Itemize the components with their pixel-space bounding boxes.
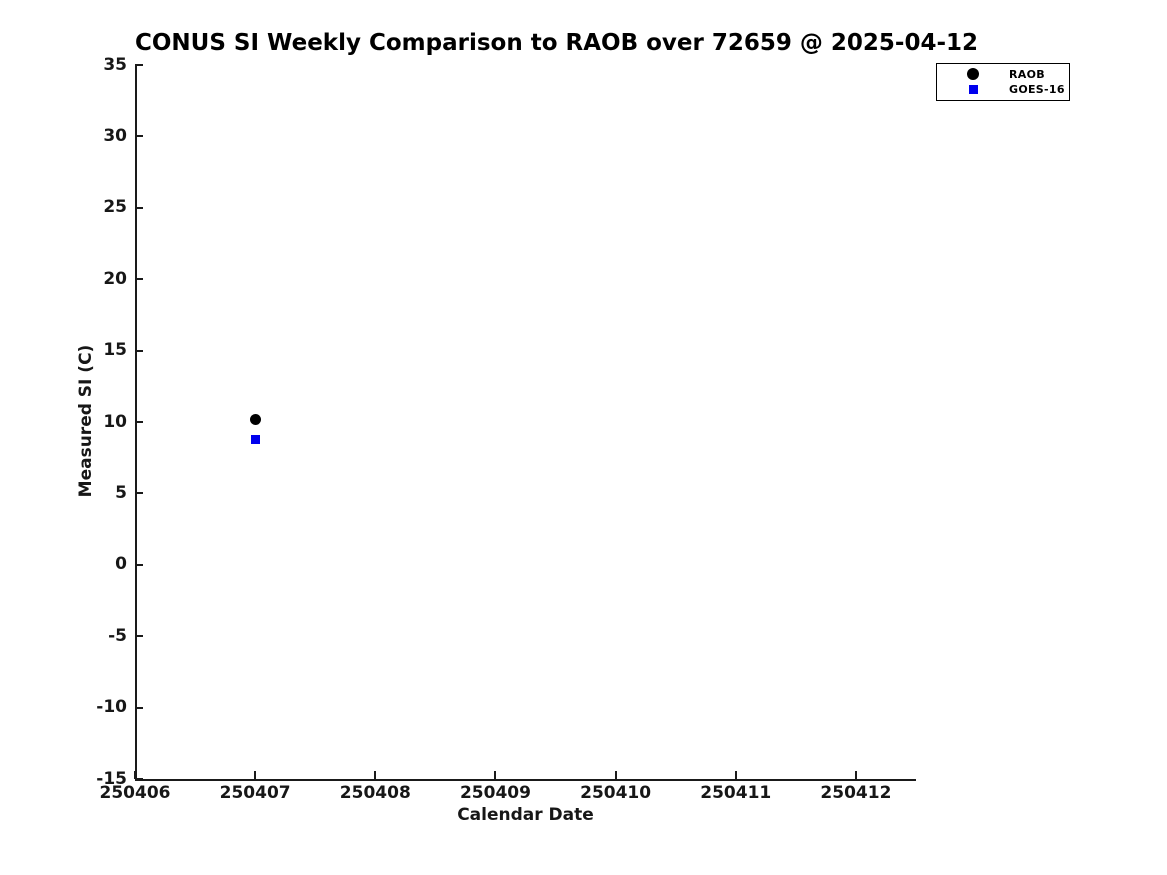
x-tick-label: 250409	[459, 783, 531, 803]
x-tick-mark	[134, 771, 136, 779]
legend-label-raob: RAOB	[1009, 67, 1045, 81]
y-tick-mark	[135, 492, 143, 495]
y-tick-label: -5	[108, 625, 127, 646]
chart-title: CONUS SI Weekly Comparison to RAOB over …	[135, 30, 979, 56]
y-tick-label: 5	[115, 482, 127, 503]
legend-entry-raob: RAOB	[937, 67, 1069, 82]
y-tick-mark	[135, 563, 143, 566]
x-tick-mark	[854, 771, 857, 779]
x-tick-label: 250411	[700, 783, 772, 803]
y-tick-label: 30	[103, 125, 127, 146]
y-tick-mark	[135, 635, 143, 638]
x-tick-mark	[734, 771, 737, 779]
x-tick-mark	[254, 771, 257, 779]
y-tick-mark	[135, 278, 143, 281]
x-tick-mark	[374, 771, 377, 779]
y-axis-spine	[135, 65, 137, 781]
y-tick-mark	[135, 135, 143, 138]
y-tick-mark	[135, 421, 143, 423]
y-axis-label: Measured SI (C)	[76, 344, 96, 498]
legend-label-goes-16: GOES-16	[1009, 83, 1065, 97]
x-tick-label: 250406	[99, 783, 171, 803]
y-tick-mark	[135, 64, 143, 66]
x-axis-spine	[135, 779, 916, 781]
y-tick-mark	[135, 706, 143, 709]
goes-16-point	[250, 434, 260, 444]
y-tick-mark	[135, 206, 143, 209]
x-axis-label: Calendar Date	[457, 805, 594, 825]
y-tick-label: -10	[96, 697, 127, 718]
raob-legend-marker-icon	[967, 68, 979, 81]
y-tick-label: 20	[103, 268, 127, 289]
x-tick-mark	[494, 771, 497, 779]
legend-entry-goes-16: GOES-16	[937, 82, 1069, 97]
y-tick-label: 15	[103, 340, 127, 361]
goes-16-legend-marker-icon	[968, 85, 978, 95]
y-tick-label: 35	[103, 54, 127, 75]
y-tick-label: -15	[96, 768, 127, 789]
y-tick-label: 0	[115, 554, 127, 575]
y-tick-label: 10	[103, 411, 127, 432]
x-tick-label: 250412	[820, 783, 892, 803]
x-tick-label: 250408	[339, 783, 411, 803]
raob-point	[249, 413, 261, 425]
y-tick-mark	[135, 349, 143, 352]
x-tick-label: 250407	[219, 783, 291, 803]
y-tick-label: 25	[103, 197, 127, 218]
x-tick-label: 250410	[580, 783, 652, 803]
legend-box: RAOB GOES-16	[936, 63, 1070, 101]
y-tick-mark	[135, 778, 143, 780]
x-tick-mark	[614, 771, 617, 779]
